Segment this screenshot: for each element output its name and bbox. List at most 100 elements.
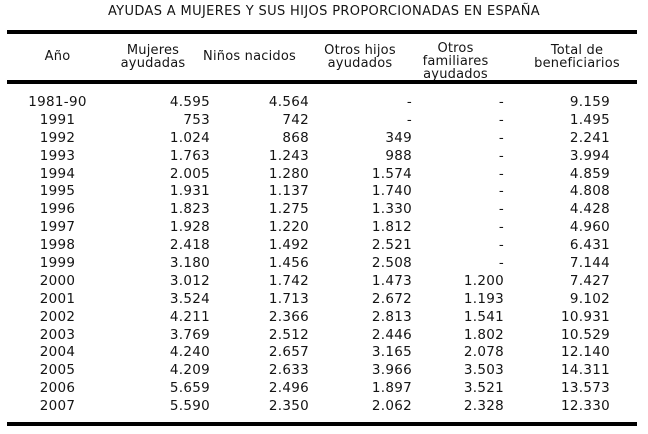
value-cell: 5.590 <box>169 398 210 415</box>
value-cell: 1.024 <box>169 129 210 146</box>
value-cell: 742 <box>282 111 309 128</box>
table-body: 1981-90 4.595 4.564- -9.159 1991 753 742- -1.49… <box>7 84 637 422</box>
value-cell: 2.446 <box>371 326 412 343</box>
value-cell: 2.657 <box>268 344 309 361</box>
year-cell: 2004 <box>39 344 76 361</box>
value-cell: 10.931 <box>560 308 610 325</box>
value-cell: - <box>498 129 504 146</box>
table-row: 2002 4.211 2.366 2.813 1.541 10.931 <box>7 309 637 327</box>
value-cell: 3.012 <box>169 272 210 289</box>
table-row: 2006 5.659 2.496 1.897 3.521 13.573 <box>7 380 637 398</box>
year-cell: 1998 <box>39 237 76 254</box>
value-cell: - <box>406 94 412 110</box>
year-cell: 2001 <box>39 290 76 307</box>
value-cell: 2.418 <box>169 237 210 254</box>
year-cell: 1995 <box>39 183 76 200</box>
value-cell: 4.808 <box>569 183 610 200</box>
table-title: AYUDAS A MUJERES Y SUS HIJOS PROPORCIONA… <box>107 4 541 19</box>
value-cell: - <box>498 201 504 218</box>
column-header-label: Otros familiares ayudados <box>422 41 489 80</box>
value-cell: 1.473 <box>371 272 412 289</box>
value-cell: - <box>498 165 504 182</box>
table-header-row: Año Mujeres ayudadas Niños nacidos Otros hi… <box>7 34 637 80</box>
value-cell: 1.456 <box>268 255 309 272</box>
value-cell: - <box>498 94 504 110</box>
year-cell: 2005 <box>39 362 76 379</box>
table-row: 1999 3.180 1.456 2.508 - 7.144 <box>7 255 637 273</box>
value-cell: - <box>498 147 504 164</box>
value-cell: 1.137 <box>268 183 309 200</box>
value-cell: 14.311 <box>560 362 610 379</box>
column-header-label: Mujeres ayudadas <box>120 42 186 71</box>
table-row: 2000 3.012 1.742 1.473 1.200 7.427 <box>7 273 637 291</box>
value-cell: 1.193 <box>463 290 504 307</box>
value-cell: 3.521 <box>463 380 504 397</box>
value-cell: 2.062 <box>371 398 412 415</box>
value-cell: 2.005 <box>169 165 210 182</box>
table-row: 2007 5.590 2.350 2.062 2.328 12.330 <box>7 398 637 416</box>
value-cell: 1.574 <box>371 165 412 182</box>
value-cell: 3.966 <box>371 362 412 379</box>
column-header-label: Año <box>44 49 71 65</box>
table-row: 2001 3.524 1.713 2.672 1.193 9.102 <box>7 291 637 309</box>
value-cell: 3.503 <box>463 362 504 379</box>
value-cell: - <box>498 219 504 236</box>
value-cell: 2.328 <box>463 398 504 415</box>
value-cell: 2.366 <box>268 308 309 325</box>
year-cell: 2000 <box>39 272 76 289</box>
value-cell: 3.180 <box>169 255 210 272</box>
value-cell: 2.241 <box>569 129 610 146</box>
value-cell: 4.859 <box>569 165 610 182</box>
year-cell: 2006 <box>39 380 76 397</box>
value-cell: 1.763 <box>169 147 210 164</box>
value-cell: 1.243 <box>268 147 309 164</box>
value-cell: 7.144 <box>569 255 610 272</box>
value-cell: 1.200 <box>463 272 504 289</box>
value-cell: 4.564 <box>268 94 309 110</box>
table-row: 1994 2.005 1.280 1.574 - 4.859 <box>7 166 637 184</box>
value-cell: 988 <box>385 147 412 164</box>
year-cell: 1981-90 <box>28 94 87 110</box>
value-cell: 12.140 <box>560 344 610 361</box>
value-cell: 2.350 <box>268 398 309 415</box>
value-cell: 753 <box>183 111 210 128</box>
table-row: 2004 4.240 2.657 3.165 2.078 12.140 <box>7 344 637 362</box>
value-cell: 1.928 <box>169 219 210 236</box>
year-cell: 1999 <box>39 255 76 272</box>
value-cell: 1.823 <box>169 201 210 218</box>
value-cell: 4.595 <box>169 94 210 110</box>
year-cell: 1993 <box>39 147 76 164</box>
value-cell: 349 <box>385 129 412 146</box>
value-cell: 10.529 <box>560 326 610 343</box>
year-cell: 1994 <box>39 165 76 182</box>
value-cell: 1.220 <box>268 219 309 236</box>
year-cell: 2002 <box>39 308 76 325</box>
column-header-6: Total de beneficiarios <box>507 34 637 80</box>
table-row: 1997 1.928 1.220 1.812 - 4.960 <box>7 219 637 237</box>
value-cell: 1.742 <box>268 272 309 289</box>
value-cell: 1.495 <box>569 111 610 128</box>
column-header-label: Niños nacidos <box>203 49 296 65</box>
value-cell: - <box>498 237 504 254</box>
value-cell: 3.994 <box>569 147 610 164</box>
table-row: 1995 1.931 1.137 1.740 - 4.808 <box>7 183 637 201</box>
value-cell: 1.330 <box>371 201 412 218</box>
value-cell: 2.508 <box>371 255 412 272</box>
table-row: 1993 1.763 1.243 988 - 3.994 <box>7 148 637 166</box>
value-cell: 1.812 <box>371 219 412 236</box>
value-cell: - <box>498 183 504 200</box>
value-cell: 868 <box>282 129 309 146</box>
table-row: 1992 1.024 868 349 - 2.241 <box>7 130 637 148</box>
value-cell: 7.427 <box>569 272 610 289</box>
value-cell: 1.931 <box>169 183 210 200</box>
value-cell: 1.897 <box>371 380 412 397</box>
value-cell: 1.713 <box>268 290 309 307</box>
bottom-rule <box>7 422 637 427</box>
value-cell: 6.431 <box>569 237 610 254</box>
value-cell: - <box>498 111 504 128</box>
value-cell: 4.240 <box>169 344 210 361</box>
column-header-label: Otros hijos ayudados <box>324 42 396 71</box>
year-cell: 2003 <box>39 326 76 343</box>
table-row: 1996 1.823 1.275 1.330 - 4.428 <box>7 201 637 219</box>
value-cell: 4.209 <box>169 362 210 379</box>
